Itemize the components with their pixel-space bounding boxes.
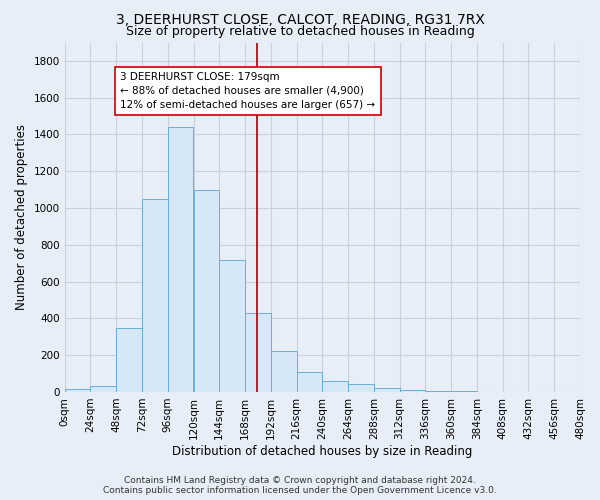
Bar xyxy=(91,386,116,392)
Text: 3, DEERHURST CLOSE, CALCOT, READING, RG31 7RX: 3, DEERHURST CLOSE, CALCOT, READING, RG3… xyxy=(116,12,484,26)
Bar xyxy=(116,328,142,392)
Bar xyxy=(296,372,322,392)
Bar xyxy=(374,388,400,392)
Bar xyxy=(271,352,296,392)
Text: Contains public sector information licensed under the Open Government Licence v3: Contains public sector information licen… xyxy=(103,486,497,495)
Text: 3 DEERHURST CLOSE: 179sqm
← 88% of detached houses are smaller (4,900)
12% of se: 3 DEERHURST CLOSE: 179sqm ← 88% of detac… xyxy=(121,72,376,110)
Bar xyxy=(168,127,193,392)
Bar xyxy=(348,384,374,392)
Bar xyxy=(322,381,348,392)
Bar xyxy=(425,391,451,392)
Bar xyxy=(245,313,271,392)
Text: Contains HM Land Registry data © Crown copyright and database right 2024.: Contains HM Land Registry data © Crown c… xyxy=(124,476,476,485)
Bar xyxy=(65,389,91,392)
Bar xyxy=(142,199,168,392)
Bar xyxy=(219,260,245,392)
Bar xyxy=(193,190,219,392)
Text: Size of property relative to detached houses in Reading: Size of property relative to detached ho… xyxy=(125,25,475,38)
Bar xyxy=(400,390,425,392)
X-axis label: Distribution of detached houses by size in Reading: Distribution of detached houses by size … xyxy=(172,444,473,458)
Y-axis label: Number of detached properties: Number of detached properties xyxy=(15,124,28,310)
